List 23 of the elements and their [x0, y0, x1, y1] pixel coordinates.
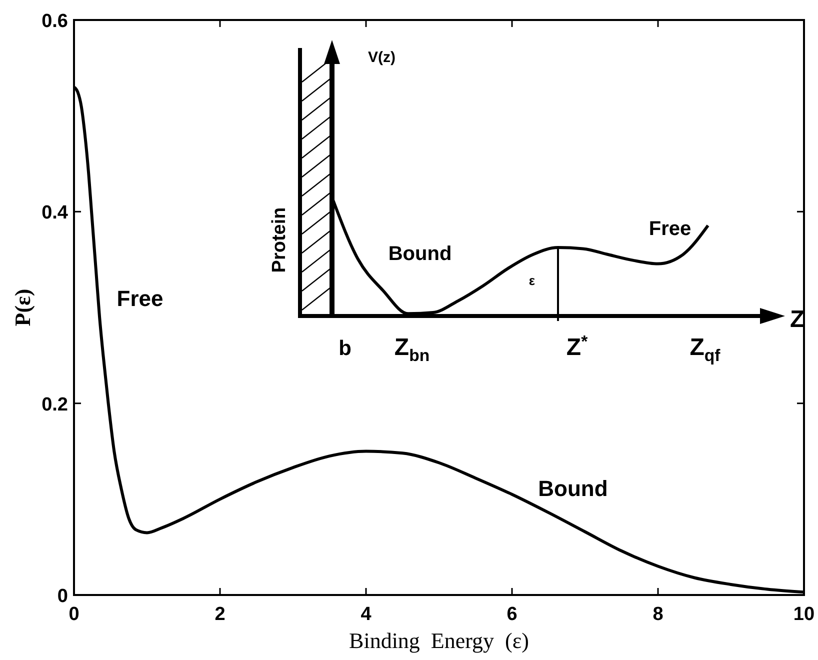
- annotation: Protein: [269, 207, 290, 273]
- y-axis-title: V(z): [368, 49, 396, 66]
- x-tick-label: 2: [214, 604, 226, 625]
- annotation: Z$_{bn}$: [394, 334, 430, 365]
- x-tick-label: 8: [652, 604, 664, 625]
- y-tick-label: 0.2: [42, 394, 68, 416]
- x-tick-label: 4: [360, 604, 372, 625]
- x-axis-title: Binding Energy (ε): [349, 628, 529, 653]
- y-tick-label: 0: [57, 586, 68, 607]
- annotation: ε: [528, 273, 536, 288]
- annotation: Bound: [388, 243, 452, 265]
- annotation: b: [338, 337, 352, 360]
- annotation: Free: [648, 218, 692, 240]
- x-axis-title: Z: [790, 306, 805, 333]
- y-tick-label: 0.6: [42, 11, 68, 32]
- annotation: Z$^{*}$: [566, 332, 588, 361]
- annotation: Bound: [538, 476, 608, 501]
- y-axis-title: P(ε): [10, 288, 35, 326]
- annotation: Z$_{qf}$: [690, 334, 721, 365]
- annotation: Free: [116, 286, 164, 311]
- x-tick-label: 6: [506, 604, 518, 625]
- y-tick-label: 0.4: [42, 202, 68, 224]
- x-tick-label: 10: [793, 604, 815, 625]
